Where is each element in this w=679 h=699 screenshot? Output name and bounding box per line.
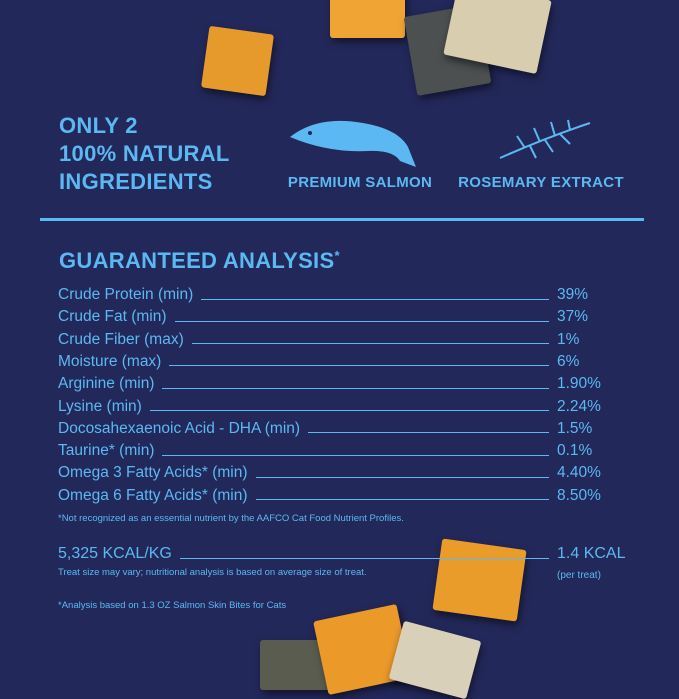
treat-image <box>388 620 482 699</box>
leader-line <box>162 387 549 389</box>
asterisk: * <box>334 248 340 263</box>
analysis-row: Arginine (min) 1.90% <box>58 373 633 395</box>
headline-line: 100% NATURAL <box>59 141 230 166</box>
rosemary-icon <box>499 119 591 159</box>
leader-line <box>255 476 549 478</box>
nutrient-name: Moisture (max) <box>58 352 162 370</box>
headline: ONLY 2 100% NATURAL INGREDIENTS <box>59 112 230 196</box>
ingredient-label: ROSEMARY EXTRACT <box>458 174 624 191</box>
analysis-row: Crude Protein (min) 39% <box>58 284 633 306</box>
analysis-row: Omega 6 Fatty Acids* (min) 8.50% <box>58 485 633 507</box>
calorie-note: Treat size may vary; nutritional analysi… <box>58 567 367 578</box>
nutrient-value: 2.24% <box>557 397 601 415</box>
nutrient-name: Crude Protein (min) <box>58 286 194 303</box>
analysis-row: Crude Fat (min) 37% <box>58 306 633 328</box>
ingredient-label: PREMIUM SALMON <box>287 174 433 191</box>
salmon-icon <box>290 120 416 167</box>
headline-line: ONLY 2 <box>59 113 138 138</box>
divider <box>40 218 644 221</box>
leader-line <box>308 432 549 434</box>
nutrient-name: Arginine (min) <box>58 375 155 393</box>
analysis-title-text: GUARANTEED ANALYSIS <box>59 248 335 273</box>
kcal-per-treat: 1.4 KCAL <box>557 545 626 562</box>
leader-line <box>162 454 549 456</box>
nutrient-value: 1.5% <box>557 419 593 437</box>
kcal-per-kg: 5,325 KCAL/KG <box>58 545 172 562</box>
per-treat-note: (per treat) <box>557 570 601 581</box>
leader-line <box>169 365 549 367</box>
nutrient-value: 39% <box>557 286 589 303</box>
analysis-footnote: *Not recognized as an essential nutrient… <box>58 513 404 524</box>
nutrient-value: 6% <box>557 352 580 370</box>
nutrient-name: Taurine* (min) <box>58 442 155 460</box>
nutrient-value: 4.40% <box>557 464 601 482</box>
headline-line: INGREDIENTS <box>59 169 213 194</box>
nutrient-value: 8.50% <box>557 486 601 504</box>
leader-line <box>191 343 549 345</box>
nutrient-value: 1% <box>557 330 580 348</box>
nutrient-name: Docosahexaenoic Acid - DHA (min) <box>58 419 301 437</box>
calorie-row: 5,325 KCAL/KG 1.4 KCAL <box>58 543 633 565</box>
nutrient-name: Lysine (min) <box>58 397 142 415</box>
analysis-row: Omega 3 Fatty Acids* (min) 4.40% <box>58 462 633 484</box>
leader-line <box>201 298 549 300</box>
analysis-row: Crude Fiber (max) 1% <box>58 329 633 351</box>
leader-line <box>255 499 549 501</box>
bottom-note: *Analysis based on 1.3 OZ Salmon Skin Bi… <box>58 600 287 611</box>
treat-image <box>330 0 405 38</box>
analysis-row: Docosahexaenoic Acid - DHA (min) 1.5% <box>58 418 633 440</box>
nutrient-name: Omega 3 Fatty Acids* (min) <box>58 464 248 482</box>
nutrient-name: Crude Fiber (max) <box>58 330 184 348</box>
leader-line <box>179 557 549 559</box>
leader-line <box>174 320 549 322</box>
nutrient-name: Crude Fat (min) <box>58 308 167 326</box>
nutrient-value: 1.90% <box>557 375 601 393</box>
analysis-row: Lysine (min) 2.24% <box>58 396 633 418</box>
leader-line <box>149 410 549 411</box>
analysis-row: Taurine* (min) 0.1% <box>58 440 633 462</box>
nutrient-value: 0.1% <box>557 442 593 460</box>
analysis-row: Moisture (max) 6% <box>58 351 633 373</box>
analysis-title: GUARANTEED ANALYSIS* <box>59 248 340 274</box>
nutrient-value: 37% <box>557 308 589 326</box>
nutrient-name: Omega 6 Fatty Acids* (min) <box>58 486 248 504</box>
treat-image <box>201 25 274 97</box>
